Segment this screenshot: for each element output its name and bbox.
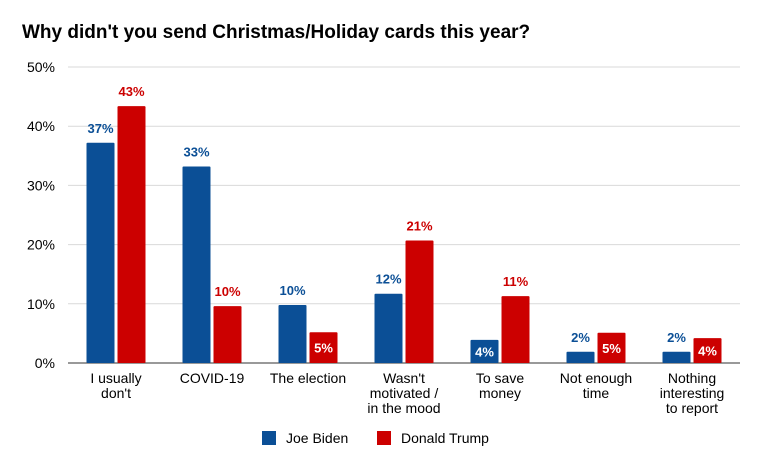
data-label: 43% [118,84,144,99]
data-label: 4% [475,344,494,359]
y-tick-label: 30% [27,177,55,193]
x-tick-label: to report [666,400,718,416]
y-tick-label: 40% [27,118,55,134]
y-tick-label: 50% [27,59,55,75]
legend-label: Joe Biden [286,430,348,446]
gridlines [68,66,740,364]
chart-title: Why didn't you send Christmas/Holiday ca… [22,22,530,43]
legend: Joe Biden Donald Trump [262,430,489,446]
bar [662,351,691,363]
bar [501,296,530,363]
x-tick-label: interesting [660,385,725,401]
data-label: 21% [406,218,432,233]
bar [213,306,242,363]
data-label: 10% [279,283,305,298]
legend-swatch [377,431,391,445]
y-tick-label: 10% [27,296,55,312]
data-label: 2% [571,330,590,345]
data-label: 37% [87,121,113,136]
x-tick-label: The election [270,370,346,386]
data-labels: 37% 43% 33% 10% 10% 5% 12% 21% 4% 11% 2% 5% 2% 4% [87,84,717,359]
data-label: 5% [314,341,333,356]
legend-label: Donald Trump [401,430,489,446]
x-tick-label: Wasn't [383,370,425,386]
data-label: 11% [503,274,529,289]
data-label: 10% [214,284,240,299]
x-tick-label: I usually [90,370,141,386]
x-tick-label: don't [101,385,131,401]
bar [278,304,307,363]
x-tick-label: motivated / [370,385,439,401]
data-label: 5% [602,341,621,356]
bar [597,332,626,363]
x-tick-label: To save [476,370,524,386]
bar [374,293,403,363]
bar [86,142,115,363]
data-label: 4% [698,344,717,359]
legend-swatch [262,431,276,445]
bar [182,166,211,363]
y-tick-label: 0% [35,355,55,371]
x-tick-label: time [583,385,610,401]
x-tick-label: Nothing [668,370,716,386]
y-axis-ticks: 0% 10% 20% 30% 40% 50% [27,59,55,371]
bar [309,332,338,363]
data-label: 2% [667,330,686,345]
data-label: 12% [375,272,401,287]
y-tick-label: 20% [27,237,55,253]
bar [117,106,146,364]
x-tick-label: COVID-19 [180,370,245,386]
data-label: 33% [183,144,209,159]
x-tick-label: money [479,385,521,401]
bar [566,351,595,363]
bar [693,338,722,363]
x-tick-label: in the mood [367,400,440,416]
x-tick-label: Not enough [560,370,632,386]
bar [470,339,499,363]
bar [405,240,434,363]
bars [86,106,722,364]
